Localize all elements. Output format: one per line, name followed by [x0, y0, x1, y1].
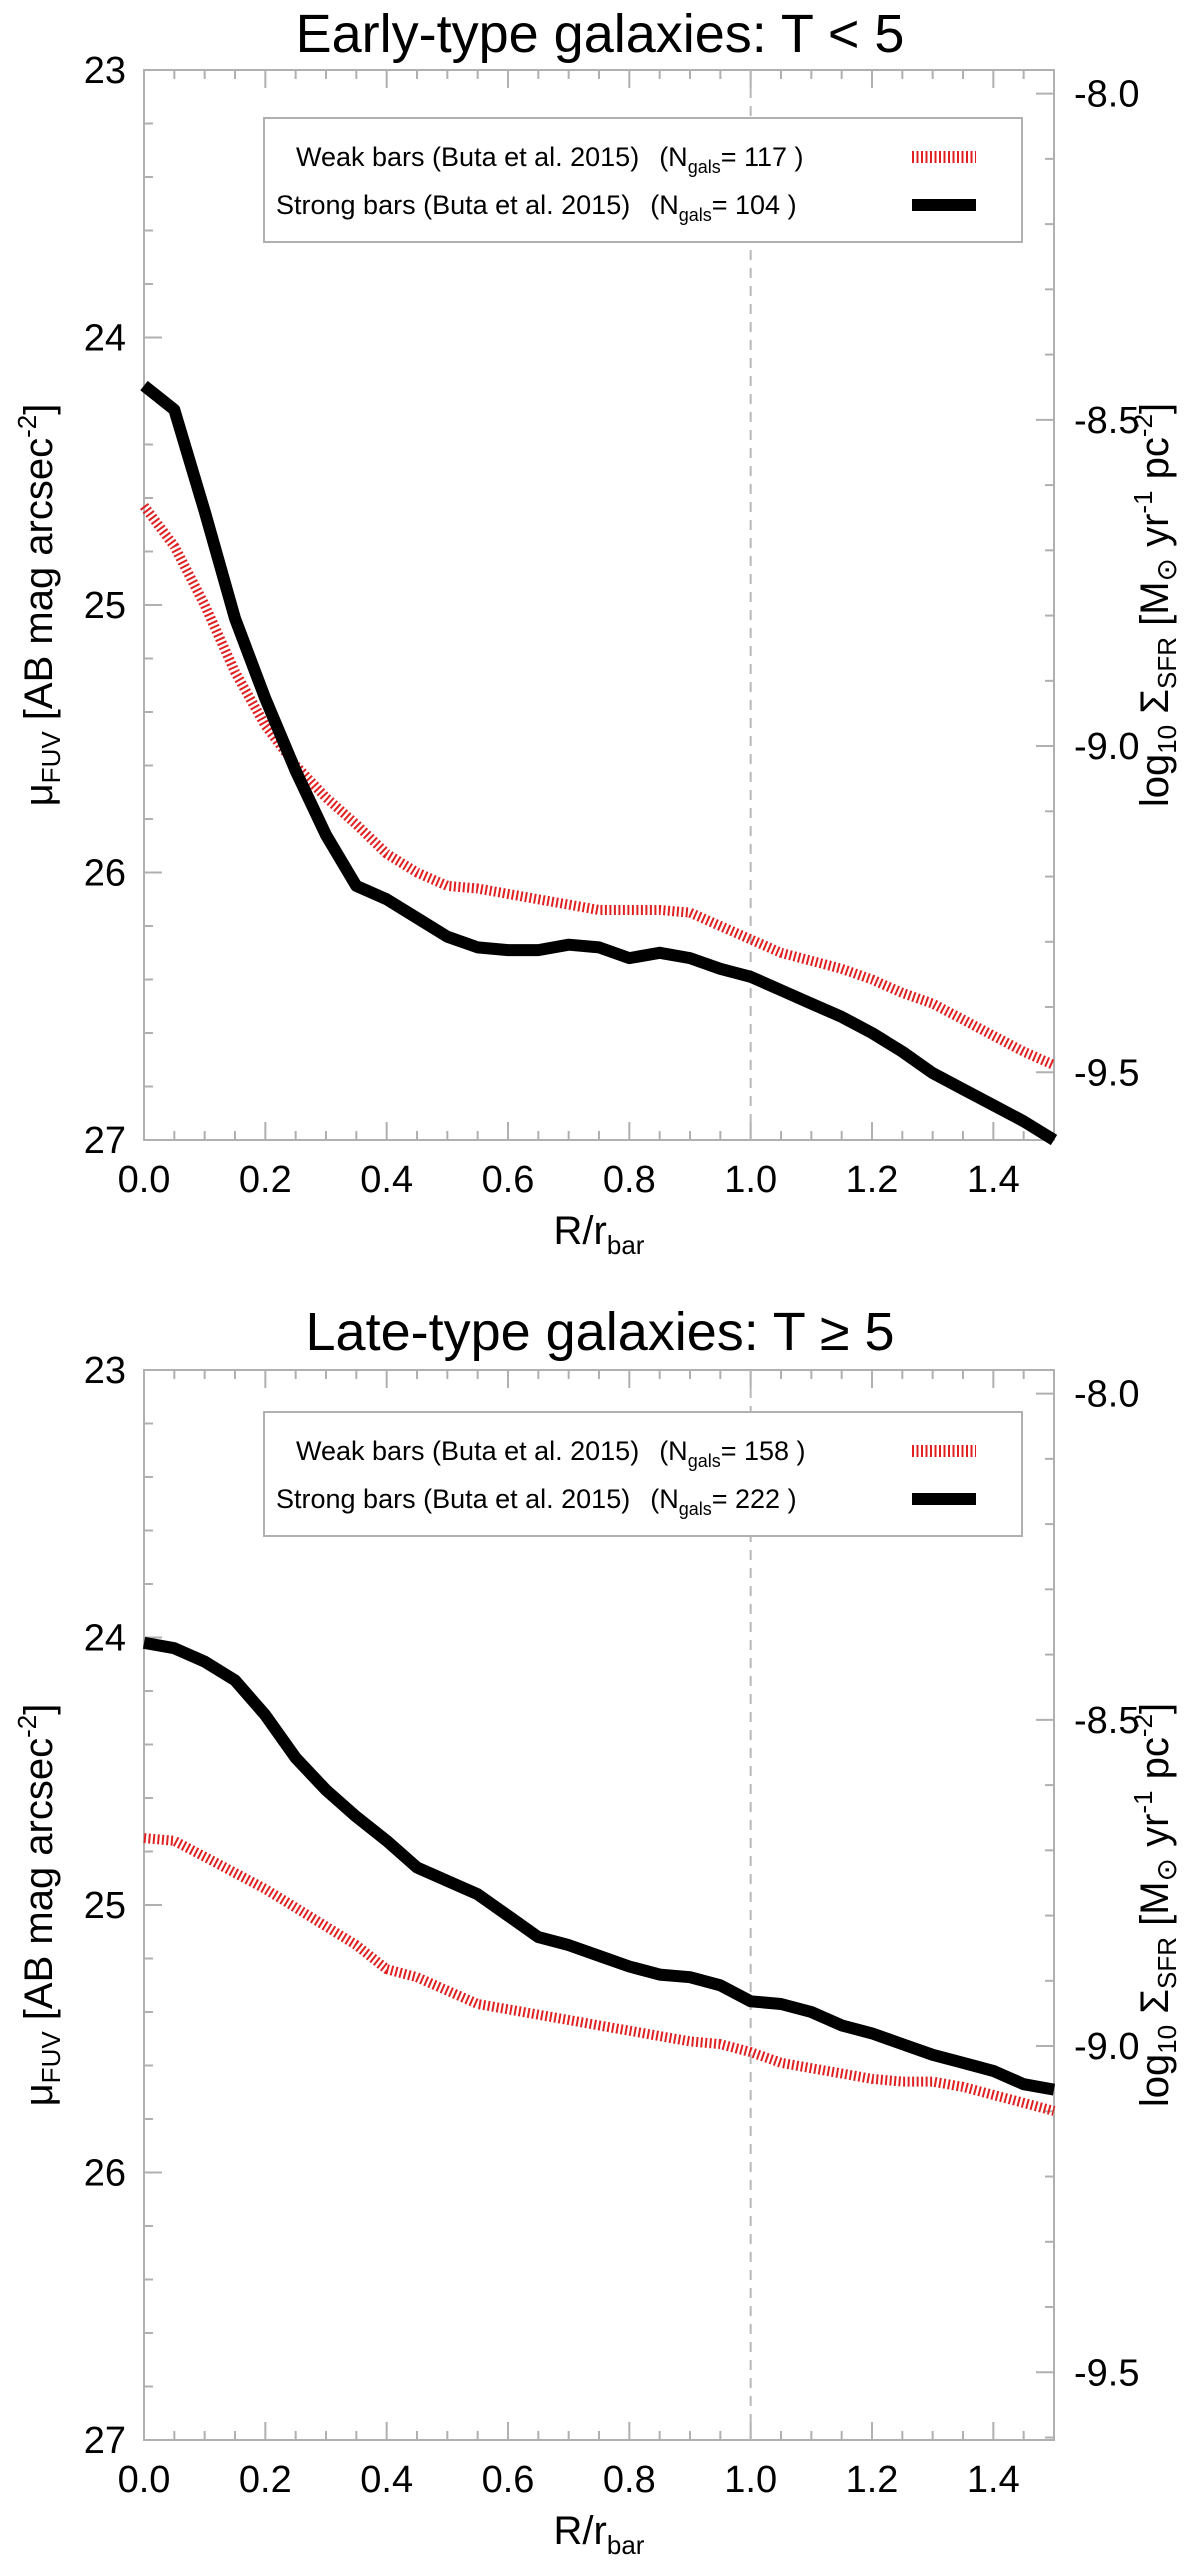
- y-tick-label: 26: [84, 2153, 126, 2195]
- y-tick-label: 24: [84, 1618, 126, 1660]
- axis-ticks: [143, 1369, 1055, 2441]
- series-line-weak-bars: [143, 1833, 1056, 2116]
- y2-tick-label: -9.0: [1074, 2026, 1139, 2068]
- y2-tick-label: -9.0: [1074, 726, 1139, 768]
- y-tick-label: 25: [84, 1885, 126, 1927]
- x-tick-label: 1.2: [846, 1159, 899, 1201]
- x-tick-label: 0.0: [118, 2459, 171, 2501]
- y-tick-labels: 23 24 25 26 27: [84, 50, 126, 1162]
- chart-title: Early-type galaxies: T < 5: [296, 4, 905, 64]
- legend: Weak bars (Buta et al. 2015) (Ngals= 117 …: [263, 117, 1023, 243]
- y-tick-label: 27: [84, 2420, 126, 2462]
- x-tick-label: 0.0: [118, 1159, 171, 1201]
- legend-box: [263, 1411, 1023, 1537]
- axis-ticks: [143, 69, 1055, 1141]
- x-tick-label: 1.0: [724, 2459, 777, 2501]
- x-tick-label: 1.0: [724, 1159, 777, 1201]
- series-lines: [140, 380, 1058, 1146]
- y2-tick-label: -8.5: [1074, 1700, 1139, 1742]
- x-tick-label: 1.4: [967, 1159, 1020, 1201]
- y2-tick-label: -8.0: [1074, 74, 1139, 116]
- y2-tick-labels: -8.0 -8.5 -9.0 -9.5: [1074, 1374, 1139, 2395]
- x-axis-label: R/rbar: [554, 2509, 645, 2560]
- y-tick-label: 23: [84, 50, 126, 92]
- series-line-strong-bars: [140, 380, 1058, 1146]
- x-tick-label: 0.2: [239, 1159, 292, 1201]
- x-tick-label: 0.4: [360, 2459, 413, 2501]
- legend: Weak bars (Buta et al. 2015) (Ngals= 158 …: [263, 1411, 1023, 1537]
- y-tick-labels: 23 24 25 26 27: [84, 1350, 126, 2462]
- x-axis-label: R/rbar: [554, 1209, 645, 1260]
- y-tick-label: 24: [84, 318, 126, 360]
- series-line-weak-bars: [140, 502, 1057, 1070]
- y-axis-label: μFUV [AB mag arcsec-2]: [12, 404, 66, 807]
- panel-early-type: Early-type galaxies: T < 5 23 24 25 26 27 -8…: [12, 4, 1182, 1260]
- x-tick-label: 0.8: [603, 1159, 656, 1201]
- legend-label-strong: Strong bars (Buta et al. 2015) (Ngals= 10…: [276, 190, 797, 225]
- x-tick-label: 1.2: [846, 2459, 899, 2501]
- y-tick-label: 25: [84, 585, 126, 627]
- legend-box: [263, 117, 1023, 243]
- y2-tick-label: -9.5: [1074, 1052, 1139, 1094]
- x-tick-label: 0.6: [482, 2459, 535, 2501]
- x-tick-label: 0.6: [482, 1159, 535, 1201]
- panel-late-type: Late-type galaxies: T ≥ 5 23 24 25 26 27 -8.…: [12, 1302, 1182, 2560]
- legend-label-weak: Weak bars (Buta et al. 2015) (Ngals= 117 …: [296, 142, 804, 177]
- y2-tick-labels: -8.0 -8.5 -9.0 -9.5: [1074, 74, 1139, 1095]
- x-tick-label: 1.4: [967, 2459, 1020, 2501]
- x-tick-labels: 0.0 0.2 0.4 0.6 0.8 1.0 1.2 1.4: [118, 2459, 1020, 2501]
- y2-tick-label: -8.5: [1074, 400, 1139, 442]
- x-tick-label: 0.8: [603, 2459, 656, 2501]
- y-axis-label: μFUV [AB mag arcsec-2]: [12, 1704, 66, 2107]
- x-tick-label: 0.4: [360, 1159, 413, 1201]
- legend-label-weak: Weak bars (Buta et al. 2015) (Ngals= 158 …: [296, 1436, 806, 1471]
- series-line-strong-bars: [142, 1636, 1056, 2096]
- chart-title: Late-type galaxies: T ≥ 5: [306, 1302, 895, 1362]
- y2-tick-label: -9.5: [1074, 2352, 1139, 2394]
- series-lines: [142, 1636, 1056, 2116]
- y-tick-label: 23: [84, 1350, 126, 1392]
- legend-label-strong: Strong bars (Buta et al. 2015) (Ngals= 22…: [276, 1484, 797, 1519]
- x-tick-label: 0.2: [239, 2459, 292, 2501]
- y2-axis-label: log10 ΣSFR [M⊙ yr-1 pc-2]: [1128, 1703, 1182, 2107]
- x-tick-labels: 0.0 0.2 0.4 0.6 0.8 1.0 1.2 1.4: [118, 1159, 1020, 1201]
- y-tick-label: 26: [84, 853, 126, 895]
- y2-axis-label: log10 ΣSFR [M⊙ yr-1 pc-2]: [1128, 403, 1182, 807]
- y-tick-label: 27: [84, 1120, 126, 1162]
- y2-tick-label: -8.0: [1074, 1374, 1139, 1416]
